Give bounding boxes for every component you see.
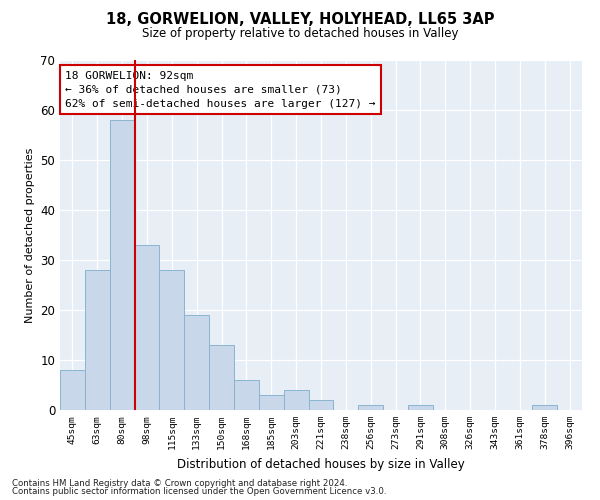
Bar [408, 405, 433, 410]
Bar [532, 405, 557, 410]
Text: 18 GORWELION: 92sqm
← 36% of detached houses are smaller (73)
62% of semi-detach: 18 GORWELION: 92sqm ← 36% of detached ho… [65, 70, 376, 108]
Text: Contains public sector information licensed under the Open Government Licence v3: Contains public sector information licen… [12, 487, 386, 496]
Bar [134, 245, 160, 410]
Bar [85, 270, 110, 410]
X-axis label: Distribution of detached houses by size in Valley: Distribution of detached houses by size … [177, 458, 465, 470]
Text: Size of property relative to detached houses in Valley: Size of property relative to detached ho… [142, 28, 458, 40]
Text: 18, GORWELION, VALLEY, HOLYHEAD, LL65 3AP: 18, GORWELION, VALLEY, HOLYHEAD, LL65 3A… [106, 12, 494, 28]
Bar [284, 390, 308, 410]
Bar [184, 315, 209, 410]
Bar [160, 270, 184, 410]
Text: Contains HM Land Registry data © Crown copyright and database right 2024.: Contains HM Land Registry data © Crown c… [12, 478, 347, 488]
Y-axis label: Number of detached properties: Number of detached properties [25, 148, 35, 322]
Bar [60, 370, 85, 410]
Bar [234, 380, 259, 410]
Bar [308, 400, 334, 410]
Bar [259, 395, 284, 410]
Bar [358, 405, 383, 410]
Bar [209, 345, 234, 410]
Bar [110, 120, 134, 410]
